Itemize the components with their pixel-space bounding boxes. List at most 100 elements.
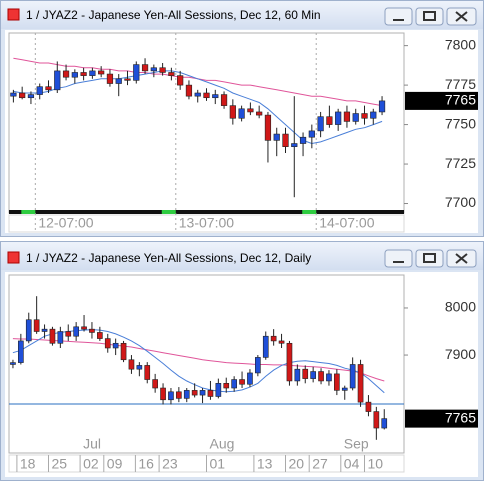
close-icon [455,11,468,22]
y-tick-label: 7900 [445,346,476,362]
candle-body [159,67,166,73]
candle-body [308,130,315,138]
candle-body [168,391,174,401]
x-tick-label: 01 [210,456,226,472]
plot-area [8,32,405,214]
candle-body [136,365,143,370]
candle-body [294,368,301,382]
x-tick-label: 16 [138,456,154,472]
y-tick-label: 8000 [445,299,476,315]
candle-body [334,373,340,391]
candle-body [33,319,40,332]
restore-button[interactable] [415,7,444,26]
restore-button[interactable] [415,249,444,268]
candle-body [36,86,43,95]
candle-body [291,143,298,147]
candle-body [160,387,166,401]
x-tick-label: 13-07:00 [179,215,234,231]
candle-body [25,319,32,342]
candle-body [357,364,364,403]
x-tick-label: 12-07:00 [38,215,93,231]
session-bar [9,210,404,214]
candle-body [128,359,135,370]
candle-body [365,401,372,412]
month-label: Jul [83,436,101,452]
candle-body [203,92,210,99]
candle-body [220,94,228,106]
y-tick-label: 7725 [445,155,476,171]
candle-body [378,100,386,113]
candle-body [124,78,131,81]
x-tick-label: 13 [257,456,273,472]
candle-body [168,72,175,76]
x-tick-label: 10 [368,456,384,472]
candle-body [104,338,111,349]
candle-body [238,108,245,119]
candle-body [278,340,285,344]
window-title: 1 / JYAZ2 - Japanese Yen-All Sessions, D… [26,251,311,265]
moving-average [12,338,385,382]
x-tick-label: 18 [20,456,36,472]
candle-body [73,326,79,337]
minimize-button[interactable] [384,7,413,26]
candle-body [302,368,309,379]
app-icon [7,251,20,264]
candle-body [71,72,78,78]
candle-body [370,111,377,119]
minimize-button[interactable] [384,249,413,268]
x-tick-label: 14-07:00 [319,215,374,231]
y-tick-label: 7800 [445,36,476,52]
candle-body [262,335,269,358]
candle-body [19,92,26,99]
candle-body [144,365,151,380]
candle-body [106,73,114,84]
session-mark [161,210,176,214]
x-tick-label: 02 [83,456,99,472]
last-value-label: 7765 [445,409,476,425]
candle-body [270,335,277,342]
y-tick-label: 7775 [445,76,476,92]
x-axis-band [8,214,405,233]
candle-body [255,357,261,374]
candle-body [373,411,380,429]
candle-body [141,64,149,72]
candle-body [177,75,184,86]
candle-body [120,342,127,361]
candle-body [317,116,324,132]
candle-body [65,331,72,337]
candle-body [10,362,16,365]
candle-body [212,94,219,99]
candle-body [231,379,237,389]
candle-body [282,133,289,147]
session-mark [21,210,36,214]
x-tick-label: 20 [289,456,305,472]
x-tick-label: 09 [107,456,123,472]
candle-body [191,390,198,396]
candle-body [239,379,245,385]
candle-body [10,92,17,97]
plot-area [8,274,405,454]
candle-body [27,94,35,99]
candle-body [98,70,105,75]
last-value-label: 7765 [445,92,476,108]
x-tick-label: 25 [52,456,68,472]
y-tick-label: 7750 [445,115,476,131]
candle-body [54,70,61,91]
x-tick-label: 27 [312,456,328,472]
candle-body [150,67,157,72]
candle-body [115,78,122,84]
candle-body [89,70,96,76]
candle-body [49,328,56,344]
candle-body [185,84,193,97]
candle-body [286,342,293,382]
candle-body [194,92,201,97]
app-icon [7,8,20,21]
session-mark [302,210,317,214]
candle-body [229,105,236,119]
restore-icon [423,11,436,21]
candle-body [45,86,52,91]
candle-body [89,328,95,333]
candle-body [176,391,182,399]
candle-body [223,383,230,389]
